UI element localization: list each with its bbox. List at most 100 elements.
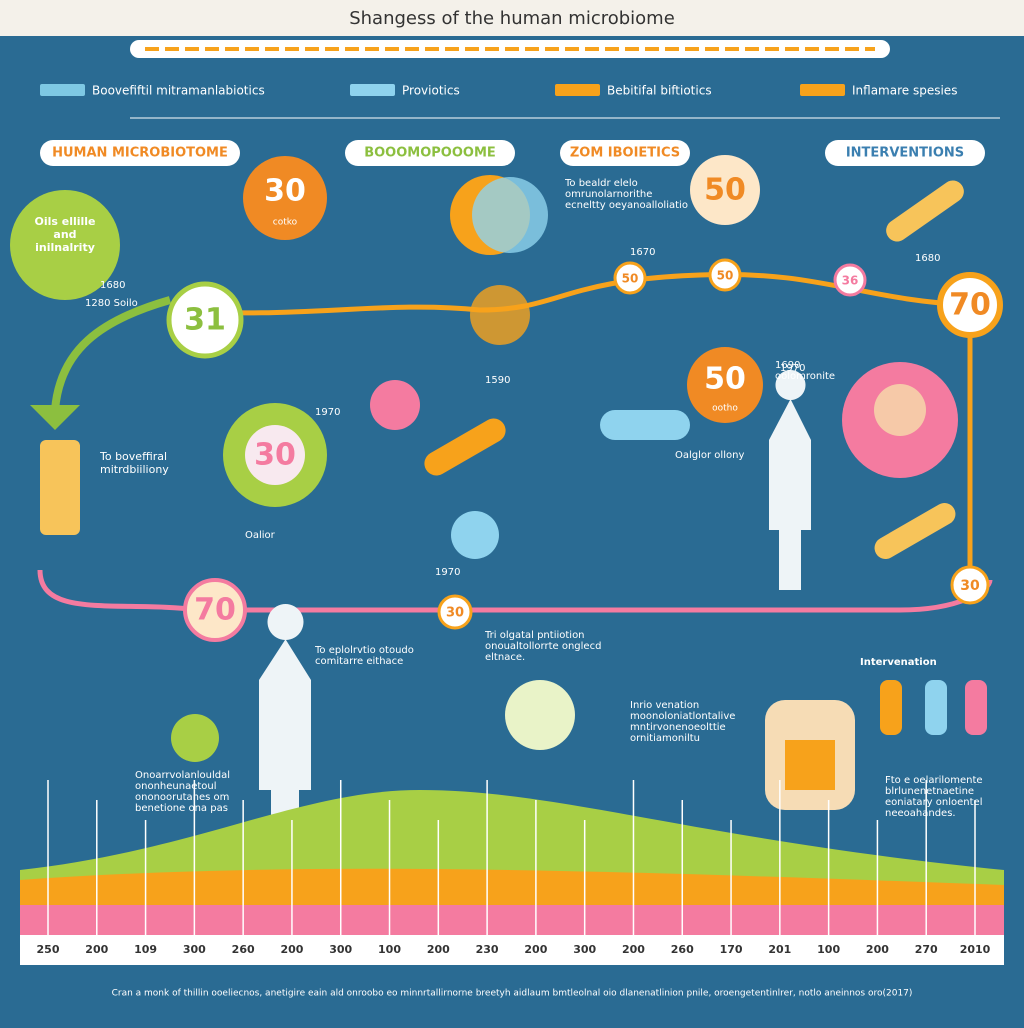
axis-label: 200 [280, 943, 303, 956]
axis-label: 200 [622, 943, 645, 956]
note-box: Oils ellille and inilnalrity [34, 215, 96, 254]
section-title: HUMAN MICROBIOTOME [52, 146, 228, 161]
axis-label: 300 [329, 943, 352, 956]
axis-label: 300 [183, 943, 206, 956]
legend-swatch [555, 84, 600, 96]
badge-value: 50 [704, 362, 746, 397]
axis-band [20, 935, 1004, 965]
footer: Cran a monk of thillin ooeliecnos, aneti… [112, 989, 913, 999]
note: To bealdr elelo omrunolarnorithe ecneltt… [565, 178, 688, 211]
note-box: To eplolrvtio otoudo comitarre eithace [315, 645, 414, 667]
timeline-mark [833, 263, 867, 297]
axis-label: 109 [134, 943, 157, 956]
note: Onoarrvolanlouldal ononheunaetoul ononoo… [135, 770, 231, 814]
badge [243, 156, 327, 240]
badge-sub: ootho [712, 404, 738, 414]
section-title: BOOOMOPOOOME [364, 146, 496, 161]
icon [451, 511, 499, 559]
axis-label: 100 [378, 943, 401, 956]
legend-label: Inflamare spesies [852, 84, 957, 98]
section-title: INTERVENTIONS [846, 146, 964, 161]
icon [171, 714, 219, 762]
arrow-head [30, 405, 80, 430]
person-icon [965, 680, 987, 735]
bubble [10, 190, 120, 300]
axis-label: 201 [768, 943, 791, 956]
axis-label: 250 [37, 943, 60, 956]
legend-swatch [350, 84, 395, 96]
person-icon [925, 680, 947, 735]
badge [950, 565, 990, 605]
timeline-label: 50 [717, 269, 734, 283]
badge-value: 70 [194, 593, 236, 628]
section-pill [825, 140, 985, 166]
badge-value: 70 [949, 288, 991, 323]
note: Oalglor ollony [675, 450, 745, 461]
section-title: ZOM IBOIETICS [570, 146, 680, 161]
person-icon [880, 680, 902, 735]
timeline-label: 50 [622, 272, 639, 286]
axis-label: 260 [671, 943, 694, 956]
badge [183, 578, 247, 642]
axis-label: 170 [720, 943, 743, 956]
note: Intervenation [860, 657, 937, 668]
badge [937, 272, 1003, 338]
human-figure [259, 604, 311, 830]
section-pill [345, 140, 515, 166]
note: To eplolrvtio otoudo comitarre eithace [315, 645, 414, 667]
note: Oils ellille and inilnalrity [34, 215, 96, 254]
badge [687, 347, 763, 423]
axis-label: 200 [866, 943, 889, 956]
date: 1280 Soilo [85, 298, 138, 309]
legend-label: Proviotics [402, 84, 460, 98]
badge-value: 50 [704, 173, 746, 208]
date: 1970 [315, 407, 340, 418]
axis-label: 2010 [960, 943, 991, 956]
note: Inrio venation moonoloniatlontalive mnti… [630, 700, 736, 744]
timeline-mark [613, 261, 647, 295]
badge-sub: cotko [273, 218, 298, 228]
bacterium [886, 180, 964, 242]
microbe [505, 680, 575, 750]
badge [437, 594, 473, 630]
axis-label: 260 [232, 943, 255, 956]
date: 1670 [630, 247, 655, 258]
badge [166, 281, 244, 359]
badge-value: 30 [254, 438, 296, 473]
pink-band [20, 905, 1004, 935]
note-box: To boveffiral mitrdbiiliony [100, 450, 169, 476]
title: Shangess of the human microbiome [349, 8, 675, 29]
note-box: Inrio venation moonoloniatlontalive mnti… [630, 700, 736, 744]
badge-value: 30 [960, 578, 980, 594]
axis-label: 200 [524, 943, 547, 956]
section-pill [560, 140, 690, 166]
legend-label: Boovefiftil mitramanlabiotics [92, 84, 265, 98]
bacterium [424, 418, 506, 476]
legend-swatch [40, 84, 85, 96]
note-box: Tri olgatal pntiiotion onoualtollorrte o… [485, 630, 601, 663]
date: 1970 [780, 363, 805, 374]
human-figure [769, 370, 811, 590]
badge-value: 30 [264, 174, 306, 209]
note-box: 1690 oolomronite [775, 360, 836, 382]
bacterium [874, 503, 956, 559]
axis-label: 200 [85, 943, 108, 956]
timeline-mark [708, 258, 742, 292]
note-box: To bealdr elelo omrunolarnorithe ecneltt… [565, 178, 688, 211]
note: 1690 oolomronite [775, 360, 836, 382]
badge [245, 425, 305, 485]
note-box: Onoarrvolanlouldal ononheunaetoul ononoo… [135, 770, 231, 814]
lower-timeline [37, 569, 993, 613]
badge-value: 30 [446, 606, 464, 621]
axis-label: 230 [476, 943, 499, 956]
section-pill [40, 140, 240, 166]
axis-label: 200 [427, 943, 450, 956]
microbe [470, 285, 530, 345]
legend-label: Bebitifal biftiotics [607, 84, 712, 98]
note: To boveffiral mitrdbiiliony [100, 450, 169, 476]
note-box: Fto e oelarilomente blrlunenetnaetine eo… [885, 775, 983, 819]
date: 1590 [485, 375, 510, 386]
note: Fto e oelarilomente blrlunenetnaetine eo… [885, 775, 983, 819]
icon [370, 380, 420, 430]
